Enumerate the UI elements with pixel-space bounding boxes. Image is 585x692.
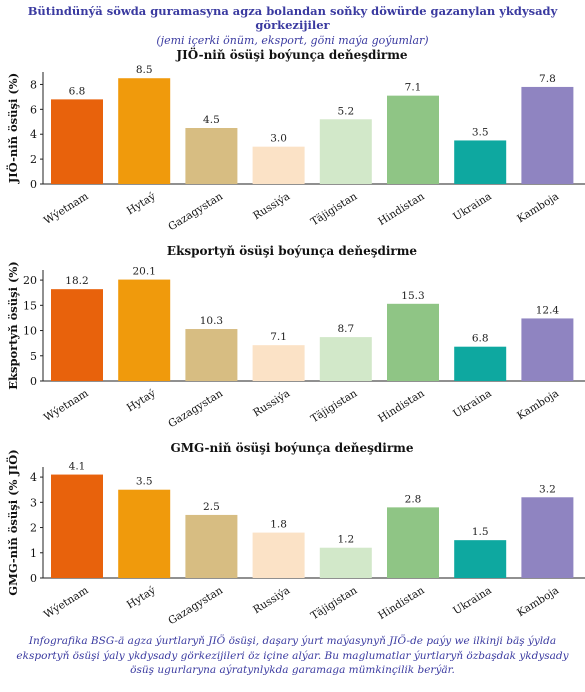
chart-1-y-tick-label: 6: [30, 103, 37, 116]
chart-2-bar: [185, 329, 238, 381]
chart-2-y-tick-label: 10: [23, 325, 37, 338]
chart-1-bar: [319, 119, 372, 184]
chart-1-bar: [387, 95, 439, 184]
chart-3-bar: [454, 540, 507, 578]
infographic-subtitle: (jemi içerki önüm, eksport, göni maýa go…: [156, 34, 429, 47]
chart-1-value-label: 7.1: [405, 82, 422, 94]
chart-2-value-label: 18.2: [65, 275, 88, 287]
chart-3-y-tick-label: 3: [30, 496, 37, 509]
chart-2-x-tick-label: Wýetnam: [41, 386, 90, 423]
chart-3-value-label: 1.8: [270, 519, 287, 531]
chart-1-bar: [252, 146, 305, 184]
chart-1-x-tick-label: Gazagystan: [166, 190, 225, 233]
chart-1-value-label: 3.5: [472, 126, 489, 138]
chart-1-value-label: 6.8: [69, 85, 86, 97]
chart-3-title: GMG-niň ösüşi boýunça deňeşdirme: [171, 441, 414, 455]
chart-2-y-tick-label: 15: [23, 299, 37, 312]
chart-2-value-label: 15.3: [401, 290, 424, 302]
chart-1-bar: [51, 99, 103, 184]
chart-2-x-tick-label: Täjigistan: [309, 387, 360, 425]
chart-1-x-tick-label: Russiýa: [251, 190, 293, 223]
chart-1-y-tick-label: 8: [30, 78, 37, 91]
chart-1-y-tick-label: 0: [30, 178, 37, 191]
chart-3-y-tick-label: 0: [30, 572, 37, 585]
chart-3-y-tick-label: 4: [30, 471, 37, 484]
chart-1-bar: [118, 78, 171, 184]
chart-2-y-tick-label: 5: [30, 350, 37, 363]
chart-1-bar: [185, 128, 238, 184]
chart-3-x-tick-label: Täjigistan: [309, 584, 360, 622]
chart-3-x-tick-label: Russiýa: [251, 584, 293, 617]
chart-2-x-tick-label: Russiýa: [251, 387, 293, 420]
chart-3-value-label: 3.2: [539, 483, 556, 495]
chart-2-title: Eksportyň ösüşi boýunça deňeşdirme: [167, 244, 418, 258]
chart-3-x-tick-label: Wýetnam: [41, 583, 90, 620]
chart-1-value-label: 7.8: [539, 73, 556, 85]
chart-3-bar: [521, 497, 574, 578]
chart-2-y-tick-label: 20: [23, 274, 37, 287]
infographic-title: Bütindünýä söwda guramasyna agza bolanda…: [27, 4, 558, 32]
chart-3-value-label: 1.5: [472, 526, 489, 538]
chart-1-x-tick-label: Ukraina: [451, 190, 494, 223]
chart-1-x-tick-label: Täjigistan: [309, 190, 360, 228]
chart-2-x-tick-label: Hytaý: [124, 386, 158, 414]
chart-1-x-tick-label: Hindistan: [376, 190, 427, 228]
chart-1-x-tick-label: Hytaý: [124, 189, 158, 217]
chart-2-value-label: 20.1: [133, 266, 156, 278]
chart-2-bar: [252, 345, 305, 381]
chart-2-x-tick-label: Kamboja: [515, 387, 561, 422]
infographic-footnote: Infografika BSG-ä agza ýurtlaryň JIÖ ösü…: [16, 635, 569, 676]
chart-3-x-tick-label: Kamboja: [515, 584, 561, 619]
chart-2-bar: [319, 337, 372, 381]
chart-1-value-label: 3.0: [270, 133, 287, 145]
chart-2-bar: [51, 289, 103, 381]
chart-2-value-label: 12.4: [536, 304, 560, 316]
chart-3-value-label: 2.5: [203, 501, 220, 513]
chart-2-x-tick-label: Ukraina: [451, 387, 494, 420]
chart-1-value-label: 5.2: [337, 105, 354, 117]
chart-3-x-tick-label: Hindistan: [376, 584, 427, 622]
chart-3-value-label: 3.5: [136, 476, 153, 488]
chart-2-bar: [454, 346, 507, 381]
chart-2-x-tick-label: Hindistan: [376, 387, 427, 425]
chart-1-value-label: 4.5: [203, 114, 220, 126]
chart-3-y-axis-label: GMG-niň ösüşi (% JIÖ): [6, 449, 20, 595]
chart-2-y-tick-label: 0: [30, 375, 37, 388]
chart-3-y-tick-label: 2: [30, 522, 37, 535]
chart-2-y-axis-label: Eksportyň ösüşi (%): [6, 261, 20, 390]
chart-1-x-tick-label: Wýetnam: [41, 189, 90, 226]
chart-1-y-tick-label: 4: [30, 128, 37, 141]
chart-3-bar: [387, 507, 439, 578]
chart-1-bar: [454, 140, 507, 184]
chart-1-y-axis-label: JIÖ-niň ösüşi (%): [6, 73, 20, 184]
chart-2-value-label: 10.3: [200, 315, 223, 327]
chart-1-value-label: 8.5: [136, 64, 153, 76]
chart-1-bar: [521, 86, 574, 184]
chart-3-bar: [252, 532, 305, 578]
chart-3-y-tick-label: 1: [30, 547, 37, 560]
chart-2-bar: [387, 303, 439, 381]
chart-3-x-tick-label: Hytaý: [124, 583, 158, 611]
chart-3-value-label: 4.1: [69, 461, 86, 473]
chart-2-bar: [118, 279, 171, 381]
chart-1-title: JIÖ-niň ösüşi boýunça deňeşdirme: [175, 46, 408, 62]
chart-3-bar: [118, 489, 171, 578]
chart-2-value-label: 8.7: [337, 323, 354, 335]
chart-2-x-tick-label: Gazagystan: [166, 387, 225, 430]
chart-2-value-label: 7.1: [270, 331, 287, 343]
chart-3-bar: [185, 514, 238, 578]
chart-3-value-label: 2.8: [405, 493, 422, 505]
chart-3-bar: [319, 547, 372, 578]
chart-1-x-tick-label: Kamboja: [515, 190, 561, 225]
chart-1-y-tick-label: 2: [30, 153, 37, 166]
chart-3-bar: [51, 474, 103, 578]
chart-3-x-tick-label: Ukraina: [451, 584, 494, 617]
chart-3-value-label: 1.2: [337, 534, 354, 546]
infographic-header: Bütindünýä söwda guramasyna agza bolanda…: [0, 0, 585, 47]
chart-3-x-tick-label: Gazagystan: [166, 584, 225, 627]
chart-2-bar: [521, 318, 574, 381]
chart-2-value-label: 6.8: [472, 333, 489, 345]
